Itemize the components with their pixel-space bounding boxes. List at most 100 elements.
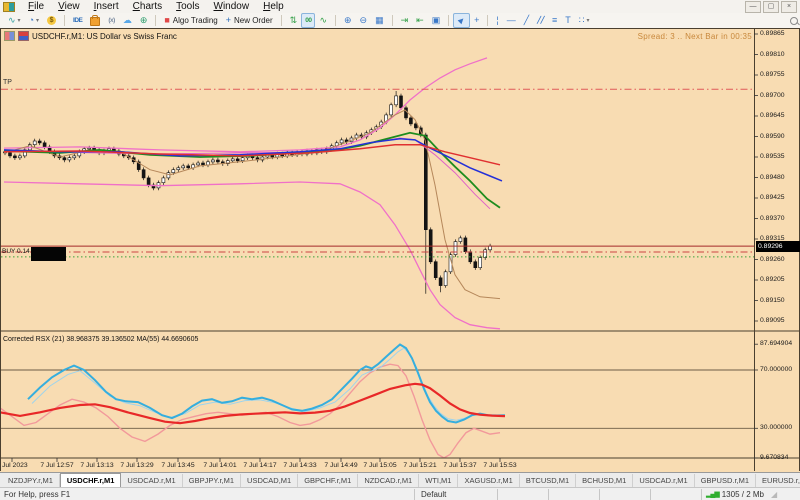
currency-icon: $ — [47, 16, 57, 25]
channel-button[interactable]: ╱╱ — [533, 13, 548, 28]
dropdown-caret-icon: ▾ — [586, 18, 590, 24]
horizontal-line-icon: ― — [506, 15, 516, 25]
objects-button[interactable]: ∷ ▾ — [575, 13, 594, 28]
chart-type-icon: ∿ — [8, 15, 16, 25]
community-icon: ⊕ — [139, 15, 148, 25]
chart-type-button[interactable]: ∿ ▾ — [4, 13, 25, 28]
text-button[interactable]: T — [561, 13, 575, 28]
bars-icon[interactable]: ⇅ — [286, 13, 302, 28]
zoom-in-button[interactable]: ⊕ — [340, 13, 356, 28]
symbol-tab-USDCHF.r,M1[interactable]: USDCHF.r,M1 — [59, 473, 122, 488]
crosshair-button[interactable]: + — [470, 13, 483, 28]
connection-text: 1305 / 2 Mb — [721, 490, 764, 499]
indicators-button[interactable]: ◔ ▾ — [25, 13, 43, 28]
grid-button[interactable]: ▦ — [371, 13, 388, 28]
status-cell — [497, 489, 548, 500]
symbol-tab-NZDJPY.r,M1[interactable]: NZDJPY.r,M1 — [2, 474, 60, 487]
ide-button[interactable]: IDE — [69, 13, 86, 28]
cloud-button[interactable]: ☁ — [119, 13, 136, 28]
symbol-tab-GBPUSD.r,M1[interactable]: GBPUSD.r,M1 — [695, 474, 757, 487]
mql5-button[interactable]: (x) — [104, 13, 118, 28]
menu-file[interactable]: File — [28, 1, 45, 12]
horizontal-line-button[interactable]: ― — [503, 13, 520, 28]
symbol-tab-USDCAD.r,M1[interactable]: USDCAD.r,M1 — [121, 474, 183, 487]
algo-trading-button-label: Algo Trading — [172, 16, 218, 25]
minimize-button[interactable]: — — [745, 0, 761, 13]
symbol-tab-GBPJPY.r,M1[interactable]: GBPJPY.r,M1 — [183, 474, 242, 487]
symbol-tab-WTI,M1[interactable]: WTI,M1 — [419, 474, 459, 487]
status-connection: ▂▄▆ 1305 / 2 Mb ◢ — [701, 489, 800, 500]
search-icon[interactable] — [790, 16, 798, 25]
algo-trading-button[interactable]: ■ Algo Trading — [160, 13, 221, 28]
spread-info: Spread: 3 .. Next Bar in 00:35 — [637, 32, 752, 41]
cursor-button[interactable]: ► — [453, 13, 471, 28]
chart-title: USDCHF.r,M1: US Dollar vs Swiss Franc — [32, 31, 177, 41]
chart-tab-bar: NZDJPY.r,M1 USDCHF.r,M1 USDCAD.r,M1 GBPJPY.… — [0, 472, 800, 488]
grid-icon: ▦ — [375, 15, 384, 25]
chart-window-icon — [4, 31, 15, 41]
app-logo-icon — [3, 1, 15, 12]
mql5-icon: (x) — [108, 17, 115, 24]
status-profile[interactable]: Default — [414, 489, 497, 500]
channel-icon: ╱╱ — [537, 17, 544, 24]
menu-window[interactable]: Window — [213, 1, 250, 12]
chart-shift-button[interactable]: ⇤ — [412, 13, 428, 28]
new-order-button[interactable]: + New Order — [222, 13, 277, 28]
vertical-line-button[interactable]: ¦ — [492, 13, 502, 28]
chart-mode-icon — [18, 31, 29, 41]
line-chart-icon-icon: ∿ — [319, 15, 327, 25]
chart-window[interactable]: USDCHF.r,M1: US Dollar vs Swiss Franc Sp… — [0, 28, 800, 472]
community-button[interactable]: ⊕ — [136, 13, 152, 28]
zoom-in-icon: ⊕ — [344, 15, 352, 25]
symbol-tab-USDCAD.r,M1[interactable]: USDCAD.r,M1 — [633, 474, 695, 487]
dropdown-caret-icon: ▾ — [36, 18, 40, 24]
trendline-icon: ╱ — [523, 15, 530, 25]
toolbar-separator — [448, 15, 450, 26]
fibonacci-button[interactable]: ≡ — [548, 13, 561, 28]
crosshair-icon: + — [474, 15, 480, 25]
symbol-tab-BTCUSD,M1[interactable]: BTCUSD,M1 — [520, 474, 577, 487]
zoom-out-icon: ⊖ — [359, 15, 368, 25]
menu-help[interactable]: Help — [263, 1, 284, 12]
symbol-tab-BCHUSD,M1[interactable]: BCHUSD,M1 — [576, 474, 634, 487]
line-chart-icon[interactable]: ∿ — [315, 13, 331, 28]
dropdown-caret-icon: ▾ — [17, 18, 21, 24]
indicators-icon: ◔ — [28, 15, 34, 25]
menu-charts[interactable]: Charts — [132, 1, 163, 12]
vertical-line-icon: ¦ — [496, 15, 499, 25]
currency-button[interactable]: $ — [43, 13, 60, 28]
chart-shift-icon: ⇤ — [416, 15, 424, 25]
symbol-tabs: NZDJPY.r,M1 USDCHF.r,M1 USDCAD.r,M1 GBPJPY.… — [2, 473, 800, 488]
objects-icon: ∷ — [578, 15, 585, 25]
auto-scroll-button[interactable]: ⇥ — [397, 13, 413, 28]
trendline-button[interactable]: ╱ — [520, 13, 533, 28]
fibonacci-icon: ≡ — [552, 15, 558, 25]
market-button[interactable] — [86, 13, 104, 28]
restore-button[interactable]: ▢ — [763, 0, 779, 13]
symbol-tab-GBPCHF.r,M1[interactable]: GBPCHF.r,M1 — [298, 474, 359, 487]
auto-scroll-icon: ⇥ — [400, 15, 409, 25]
symbol-tab-XAGUSD.r,M1[interactable]: XAGUSD.r,M1 — [458, 474, 520, 487]
close-button[interactable]: × — [781, 0, 797, 13]
market-bag-icon — [90, 15, 101, 26]
symbol-tab-USDCAD,M1[interactable]: USDCAD,M1 — [241, 474, 299, 487]
toolbar-separator — [280, 15, 282, 26]
bars-icon-icon: ⇅ — [289, 15, 298, 25]
new-order-icon: + — [225, 15, 231, 25]
menu-insert[interactable]: Insert — [93, 1, 119, 12]
candles-icon[interactable]: 00 — [301, 13, 316, 28]
algo-trading-icon: ■ — [164, 15, 170, 25]
zoom-out-button[interactable]: ⊖ — [356, 13, 372, 28]
indicator-label: Corrected RSX (21) 38.968375 39.136502 M… — [3, 336, 199, 343]
chart-title-row: USDCHF.r,M1: US Dollar vs Swiss Franc — [4, 31, 177, 41]
connection-signal-icon: ▂▄▆ — [706, 491, 720, 498]
menu-tools[interactable]: Tools — [176, 1, 200, 12]
screenshot-button[interactable]: ▣ — [428, 13, 445, 28]
toolbar-separator — [155, 15, 157, 26]
menu-view[interactable]: View — [58, 1, 80, 12]
symbol-tab-EURUSD.r,M1[interactable]: EURUSD.r,M1 — [756, 474, 800, 487]
toolbar-separator — [64, 15, 66, 26]
status-cell — [599, 489, 650, 500]
symbol-tab-NZDCAD.r,M1[interactable]: NZDCAD.r,M1 — [358, 474, 420, 487]
